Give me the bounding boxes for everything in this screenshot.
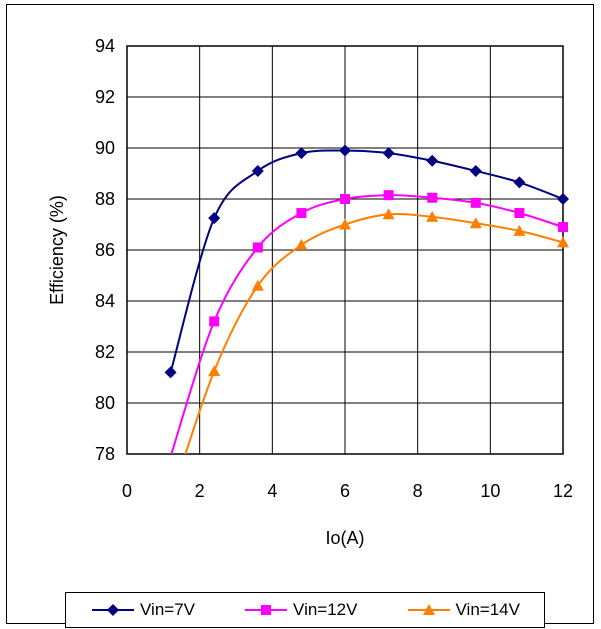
x-axis-label: Io(A) — [325, 528, 364, 548]
data-point — [382, 208, 395, 220]
data-point — [295, 238, 308, 250]
data-point — [252, 242, 263, 253]
data-point — [558, 222, 568, 233]
legend: Vin=7V Vin=12V Vin=14V — [65, 592, 545, 628]
data-point — [513, 176, 526, 189]
legend-swatch — [245, 605, 288, 615]
data-point — [296, 208, 307, 219]
data-point — [469, 217, 482, 229]
y-tick-label: 86 — [95, 240, 115, 260]
x-tick-label: 10 — [480, 481, 500, 501]
x-tick-label: 4 — [267, 481, 277, 501]
y-tick-label: 78 — [95, 444, 115, 464]
data-point — [469, 164, 482, 177]
series-line-3 — [184, 212, 563, 454]
data-point — [339, 144, 351, 157]
data-point — [427, 192, 438, 203]
legend-swatch — [92, 604, 135, 616]
data-point — [209, 316, 220, 327]
y-tick-label: 82 — [95, 342, 115, 362]
data-point — [339, 218, 351, 230]
data-point — [164, 366, 177, 379]
y-tick-label: 84 — [95, 291, 115, 311]
data-point — [426, 210, 439, 222]
y-tick-label: 90 — [95, 138, 115, 158]
data-point — [557, 236, 569, 248]
series-line-2 — [170, 194, 563, 454]
legend-item: Vin=12V — [243, 600, 357, 620]
data-point — [470, 197, 481, 208]
data-point — [513, 224, 526, 236]
legend-label: Vin=7V — [140, 600, 195, 619]
legend-marker — [261, 605, 272, 615]
legend-swatch — [407, 604, 450, 615]
x-tick-label: 2 — [195, 481, 205, 501]
data-point — [208, 365, 221, 377]
x-tick-label: 12 — [553, 481, 573, 501]
data-point — [426, 154, 439, 167]
y-axis-label: Efficiency (%) — [47, 195, 67, 305]
data-point — [208, 212, 221, 225]
data-point — [340, 194, 350, 204]
y-tick-label: 80 — [95, 393, 115, 413]
legend-item: Vin=7V — [90, 600, 195, 620]
data-point — [382, 147, 395, 160]
data-point — [295, 147, 308, 160]
legend-label: Vin=14V — [455, 600, 520, 619]
data-point — [514, 208, 525, 219]
y-tick-label: 94 — [95, 36, 115, 56]
x-tick-label: 8 — [413, 481, 423, 501]
legend-marker — [107, 604, 120, 616]
data-point — [251, 164, 264, 177]
legend-marker — [422, 604, 435, 615]
y-tick-label: 88 — [95, 189, 115, 209]
y-tick-label: 92 — [95, 87, 115, 107]
legend-label: Vin=12V — [293, 600, 358, 619]
legend-item: Vin=14V — [406, 600, 520, 620]
x-tick-label: 0 — [122, 481, 132, 501]
data-point — [383, 190, 394, 201]
x-tick-label: 6 — [340, 481, 350, 501]
data-point — [557, 193, 569, 205]
data-point — [251, 279, 264, 291]
